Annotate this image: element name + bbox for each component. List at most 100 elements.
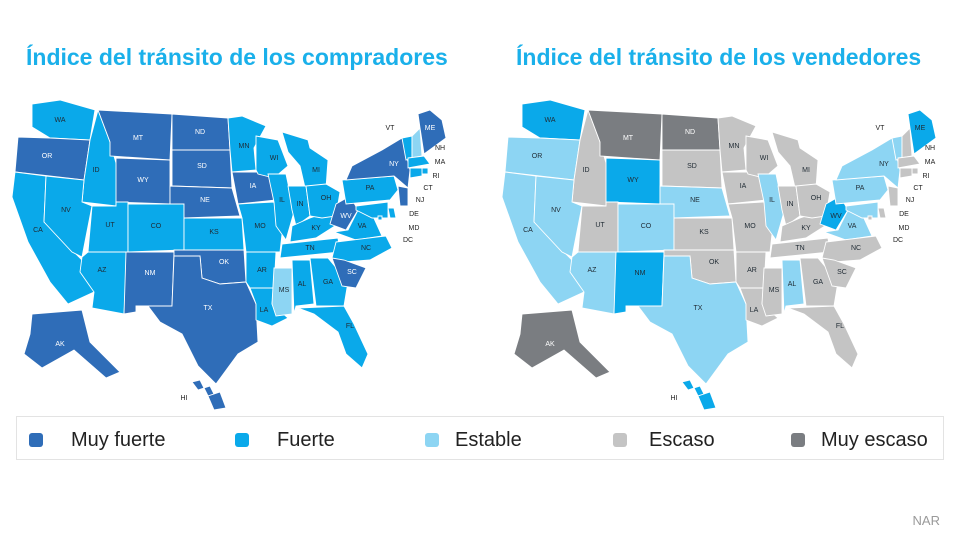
sellers-map-title: Índice del tránsito de los vendedores bbox=[516, 44, 922, 70]
state-label-fl-buyers: FL bbox=[346, 323, 354, 330]
state-label-dc-buyers: DC bbox=[403, 237, 413, 244]
state-label-oh-sellers: OH bbox=[811, 195, 822, 202]
state-label-ri-sellers: RI bbox=[923, 173, 930, 180]
state-label-ut-buyers: UT bbox=[105, 222, 115, 229]
legend-swatch-estable bbox=[425, 433, 439, 447]
state-nv-buyers bbox=[43, 175, 93, 258]
state-ms-buyers bbox=[271, 267, 293, 317]
legend-swatch-fuerte bbox=[235, 433, 249, 447]
state-label-tn-sellers: TN bbox=[795, 245, 804, 252]
state-hi-buyers bbox=[207, 391, 227, 411]
state-label-ok-buyers: OK bbox=[219, 259, 229, 266]
buyers-map: WA OR CA ID NV MT WY UT AZ CO NM ND SD NE KS OK TX MN IA MO… bbox=[10, 92, 460, 412]
state-label-ak-sellers: AK bbox=[545, 341, 555, 348]
state-ny-sellers bbox=[835, 137, 901, 189]
state-me-sellers bbox=[907, 109, 937, 155]
legend-swatch-muy-escaso bbox=[791, 433, 805, 447]
state-label-la-sellers: LA bbox=[750, 307, 759, 314]
state-nv-sellers bbox=[533, 175, 583, 258]
state-label-ok-sellers: OK bbox=[709, 259, 719, 266]
state-hi-buyers bbox=[191, 379, 205, 391]
state-ri-buyers bbox=[421, 167, 429, 175]
state-label-mn-sellers: MN bbox=[729, 143, 740, 150]
state-dc-sellers bbox=[867, 215, 873, 221]
state-nm-buyers bbox=[123, 251, 175, 315]
state-label-al-buyers: AL bbox=[298, 281, 307, 288]
buyers-map-title: Índice del tránsito de los compradores bbox=[26, 44, 448, 70]
state-label-ky-sellers: KY bbox=[801, 225, 811, 232]
state-label-ks-sellers: KS bbox=[699, 229, 709, 236]
state-label-de-sellers: DE bbox=[899, 211, 909, 218]
state-ri-sellers bbox=[911, 167, 919, 175]
state-label-wv-buyers: WV bbox=[340, 213, 352, 220]
state-ct-sellers bbox=[899, 167, 913, 179]
legend-label-escaso: Escaso bbox=[649, 429, 715, 451]
state-label-nj-sellers: NJ bbox=[906, 197, 915, 204]
state-label-wa-buyers: WA bbox=[54, 117, 65, 124]
state-label-md-buyers: MD bbox=[409, 225, 420, 232]
state-label-de-buyers: DE bbox=[409, 211, 419, 218]
state-ma-buyers bbox=[407, 155, 431, 169]
map-legend: Muy fuerte Fuerte Estable Escaso Muy esc… bbox=[16, 416, 944, 460]
state-label-dc-sellers: DC bbox=[893, 237, 903, 244]
state-fl-buyers bbox=[297, 305, 369, 369]
state-ak-buyers bbox=[23, 309, 121, 379]
state-me-buyers bbox=[417, 109, 447, 155]
state-il-sellers bbox=[757, 173, 785, 242]
state-ak-sellers bbox=[513, 309, 611, 379]
state-label-or-buyers: OR bbox=[42, 153, 53, 160]
state-tx-sellers bbox=[637, 255, 749, 385]
state-label-wi-buyers: WI bbox=[270, 155, 279, 162]
state-label-nj-buyers: NJ bbox=[416, 197, 425, 204]
state-label-tn-buyers: TN bbox=[305, 245, 314, 252]
state-label-wv-sellers: WV bbox=[830, 213, 842, 220]
state-mt-sellers bbox=[587, 109, 663, 161]
state-label-nv-sellers: NV bbox=[551, 207, 561, 214]
state-label-ma-buyers: MA bbox=[435, 159, 446, 166]
state-label-ms-buyers: MS bbox=[279, 287, 290, 294]
state-label-az-sellers: AZ bbox=[588, 267, 598, 274]
sellers-map-svg: WA OR CA ID NV MT WY UT AZ CO NM ND SD NE KS OK TX MN IA MO… bbox=[501, 99, 937, 411]
legend-label-fuerte: Fuerte bbox=[277, 429, 335, 451]
state-az-buyers bbox=[79, 251, 129, 315]
state-label-ct-sellers: CT bbox=[913, 185, 923, 192]
state-dc-buyers bbox=[377, 215, 383, 221]
state-ny-buyers bbox=[345, 137, 411, 189]
state-label-in-sellers: IN bbox=[787, 201, 794, 208]
state-label-ca-sellers: CA bbox=[523, 227, 533, 234]
legend-label-muy-fuerte: Muy fuerte bbox=[71, 429, 166, 451]
state-label-ms-sellers: MS bbox=[769, 287, 780, 294]
state-label-nc-buyers: NC bbox=[361, 245, 371, 252]
state-label-mi-sellers: MI bbox=[802, 167, 810, 174]
state-label-me-sellers: ME bbox=[915, 125, 926, 132]
state-label-ca-buyers: CA bbox=[33, 227, 43, 234]
buyers-map-svg: WA OR CA ID NV MT WY UT AZ CO NM ND SD NE KS OK TX MN IA MO… bbox=[11, 99, 447, 411]
state-label-mo-sellers: MO bbox=[744, 223, 756, 230]
state-nj-buyers bbox=[397, 185, 409, 207]
state-de-sellers bbox=[877, 207, 887, 219]
state-label-sd-sellers: SD bbox=[687, 163, 697, 170]
state-label-nm-buyers: NM bbox=[145, 270, 156, 277]
state-ga-buyers bbox=[309, 257, 349, 307]
state-label-tx-sellers: TX bbox=[694, 305, 703, 312]
state-tx-buyers bbox=[147, 255, 259, 385]
state-label-co-sellers: CO bbox=[641, 223, 652, 230]
state-label-wy-sellers: WY bbox=[627, 177, 639, 184]
state-mt-buyers bbox=[97, 109, 173, 161]
state-label-ky-buyers: KY bbox=[311, 225, 321, 232]
state-label-il-buyers: IL bbox=[279, 197, 285, 204]
state-label-ne-buyers: NE bbox=[200, 197, 210, 204]
state-label-vt-buyers: VT bbox=[386, 125, 396, 132]
state-label-ar-sellers: AR bbox=[747, 267, 757, 274]
state-mn-buyers bbox=[227, 115, 267, 173]
state-ma-sellers bbox=[897, 155, 921, 169]
state-label-az-buyers: AZ bbox=[98, 267, 108, 274]
state-label-co-buyers: CO bbox=[151, 223, 162, 230]
state-il-buyers bbox=[267, 173, 295, 242]
state-mi-buyers bbox=[281, 131, 329, 193]
state-label-ut-sellers: UT bbox=[595, 222, 605, 229]
state-label-ri-buyers: RI bbox=[433, 173, 440, 180]
state-mi-sellers bbox=[771, 131, 819, 193]
state-label-wa-sellers: WA bbox=[544, 117, 555, 124]
sellers-map: WA OR CA ID NV MT WY UT AZ CO NM ND SD NE KS OK TX MN IA MO… bbox=[500, 92, 950, 412]
